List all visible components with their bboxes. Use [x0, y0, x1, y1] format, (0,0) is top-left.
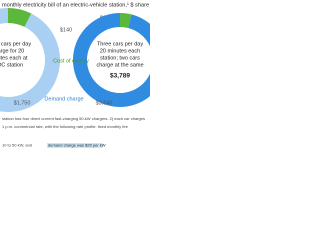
center-text: 20 minutes each — [100, 48, 140, 54]
footnote: 10 to 50 kW, and — [2, 143, 32, 148]
footnote-highlight: demand charge was $20 per kW — [48, 143, 106, 148]
center-text: Three cars per day — [0, 41, 31, 47]
footnote: 1 p.m. commercial rate, with the followi… — [2, 124, 129, 129]
center-text: a DC station — [0, 62, 23, 68]
value-label: $140 — [60, 27, 72, 33]
center-text: station; two cars — [100, 55, 140, 61]
title: monthly electricity bill of an electric-… — [2, 2, 149, 8]
donut-segment — [72, 13, 150, 107]
center-text: Three cars per day — [97, 41, 143, 47]
legend-energy: Cost of energy — [53, 58, 89, 64]
donut-segment — [0, 8, 60, 112]
legend-demand: Demand charge — [44, 96, 83, 102]
center-text: minutes each at — [0, 55, 28, 61]
donut-segment — [120, 13, 132, 29]
value-label: $1,750 — [14, 100, 31, 106]
value-label: $3,640 — [96, 100, 113, 106]
infographic: monthly electricity bill of an electric-… — [0, 2, 150, 148]
total-label: $3,789 — [110, 73, 130, 80]
donut-segment — [8, 8, 32, 27]
center-text: charge at the same — [96, 62, 143, 68]
footnote: station has four direct current fast-cha… — [2, 116, 145, 121]
highlight — [47, 143, 103, 148]
center-text: charge for 20 — [0, 48, 24, 54]
